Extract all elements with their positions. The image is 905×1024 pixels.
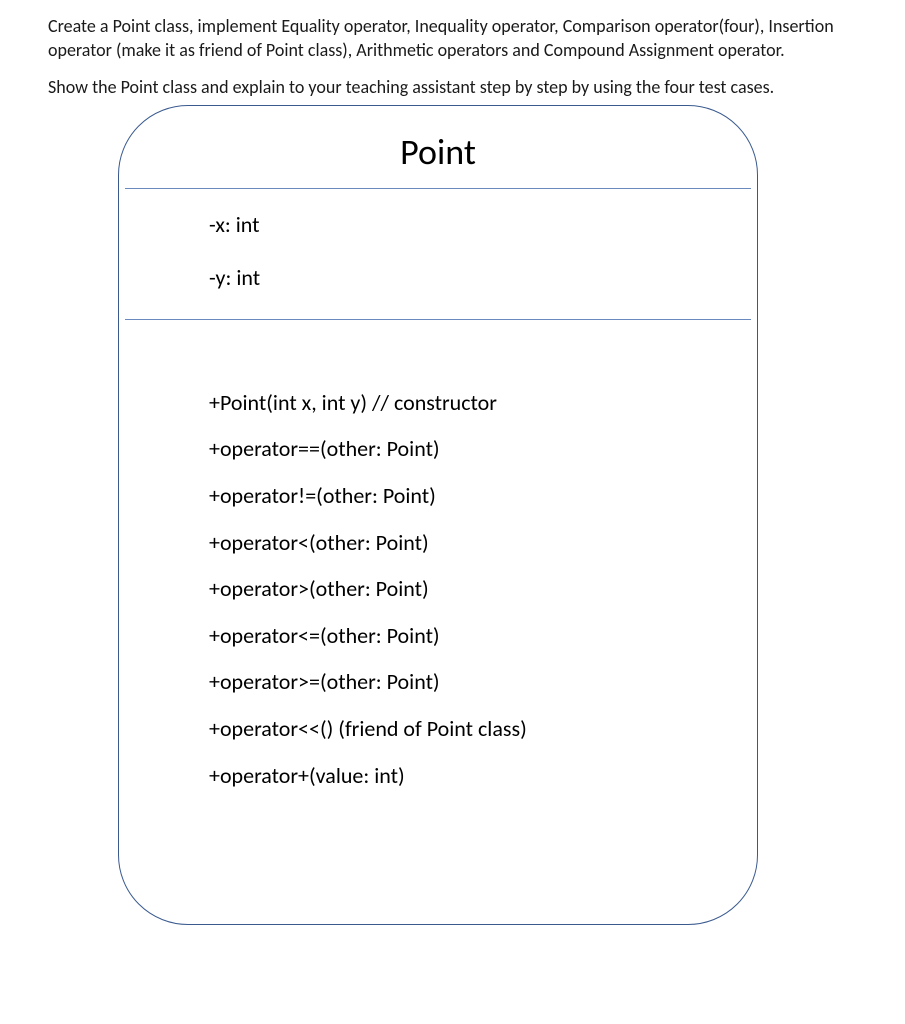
uml-method: +operator<=(other: Point) bbox=[209, 613, 757, 660]
intro-paragraph-1: Create a Point class, implement Equality… bbox=[48, 14, 857, 63]
uml-method: +operator>(other: Point) bbox=[209, 566, 757, 613]
uml-method: +operator>=(other: Point) bbox=[209, 659, 757, 706]
uml-methods-section: +Point(int x, int y) // constructor +ope… bbox=[119, 320, 757, 829]
uml-diagram-container: Point -x: int -y: int +Point(int x, int … bbox=[118, 105, 758, 925]
uml-class-box: Point -x: int -y: int +Point(int x, int … bbox=[118, 105, 758, 925]
uml-method: +operator==(other: Point) bbox=[209, 426, 757, 473]
document-page: Create a Point class, implement Equality… bbox=[0, 0, 905, 945]
uml-attributes-section: -x: int -y: int bbox=[119, 189, 757, 319]
uml-method: +operator+(value: int) bbox=[209, 753, 757, 800]
uml-attribute: -x: int bbox=[209, 203, 757, 256]
uml-method: +operator<(other: Point) bbox=[209, 520, 757, 567]
uml-method: +Point(int x, int y) // constructor bbox=[209, 380, 757, 427]
intro-paragraph-2: Show the Point class and explain to your… bbox=[48, 75, 857, 99]
uml-attribute: -y: int bbox=[209, 256, 757, 309]
uml-class-name: Point bbox=[119, 106, 757, 188]
uml-method: +operator!=(other: Point) bbox=[209, 473, 757, 520]
uml-method: +operator<<() (friend of Point class) bbox=[209, 706, 757, 753]
